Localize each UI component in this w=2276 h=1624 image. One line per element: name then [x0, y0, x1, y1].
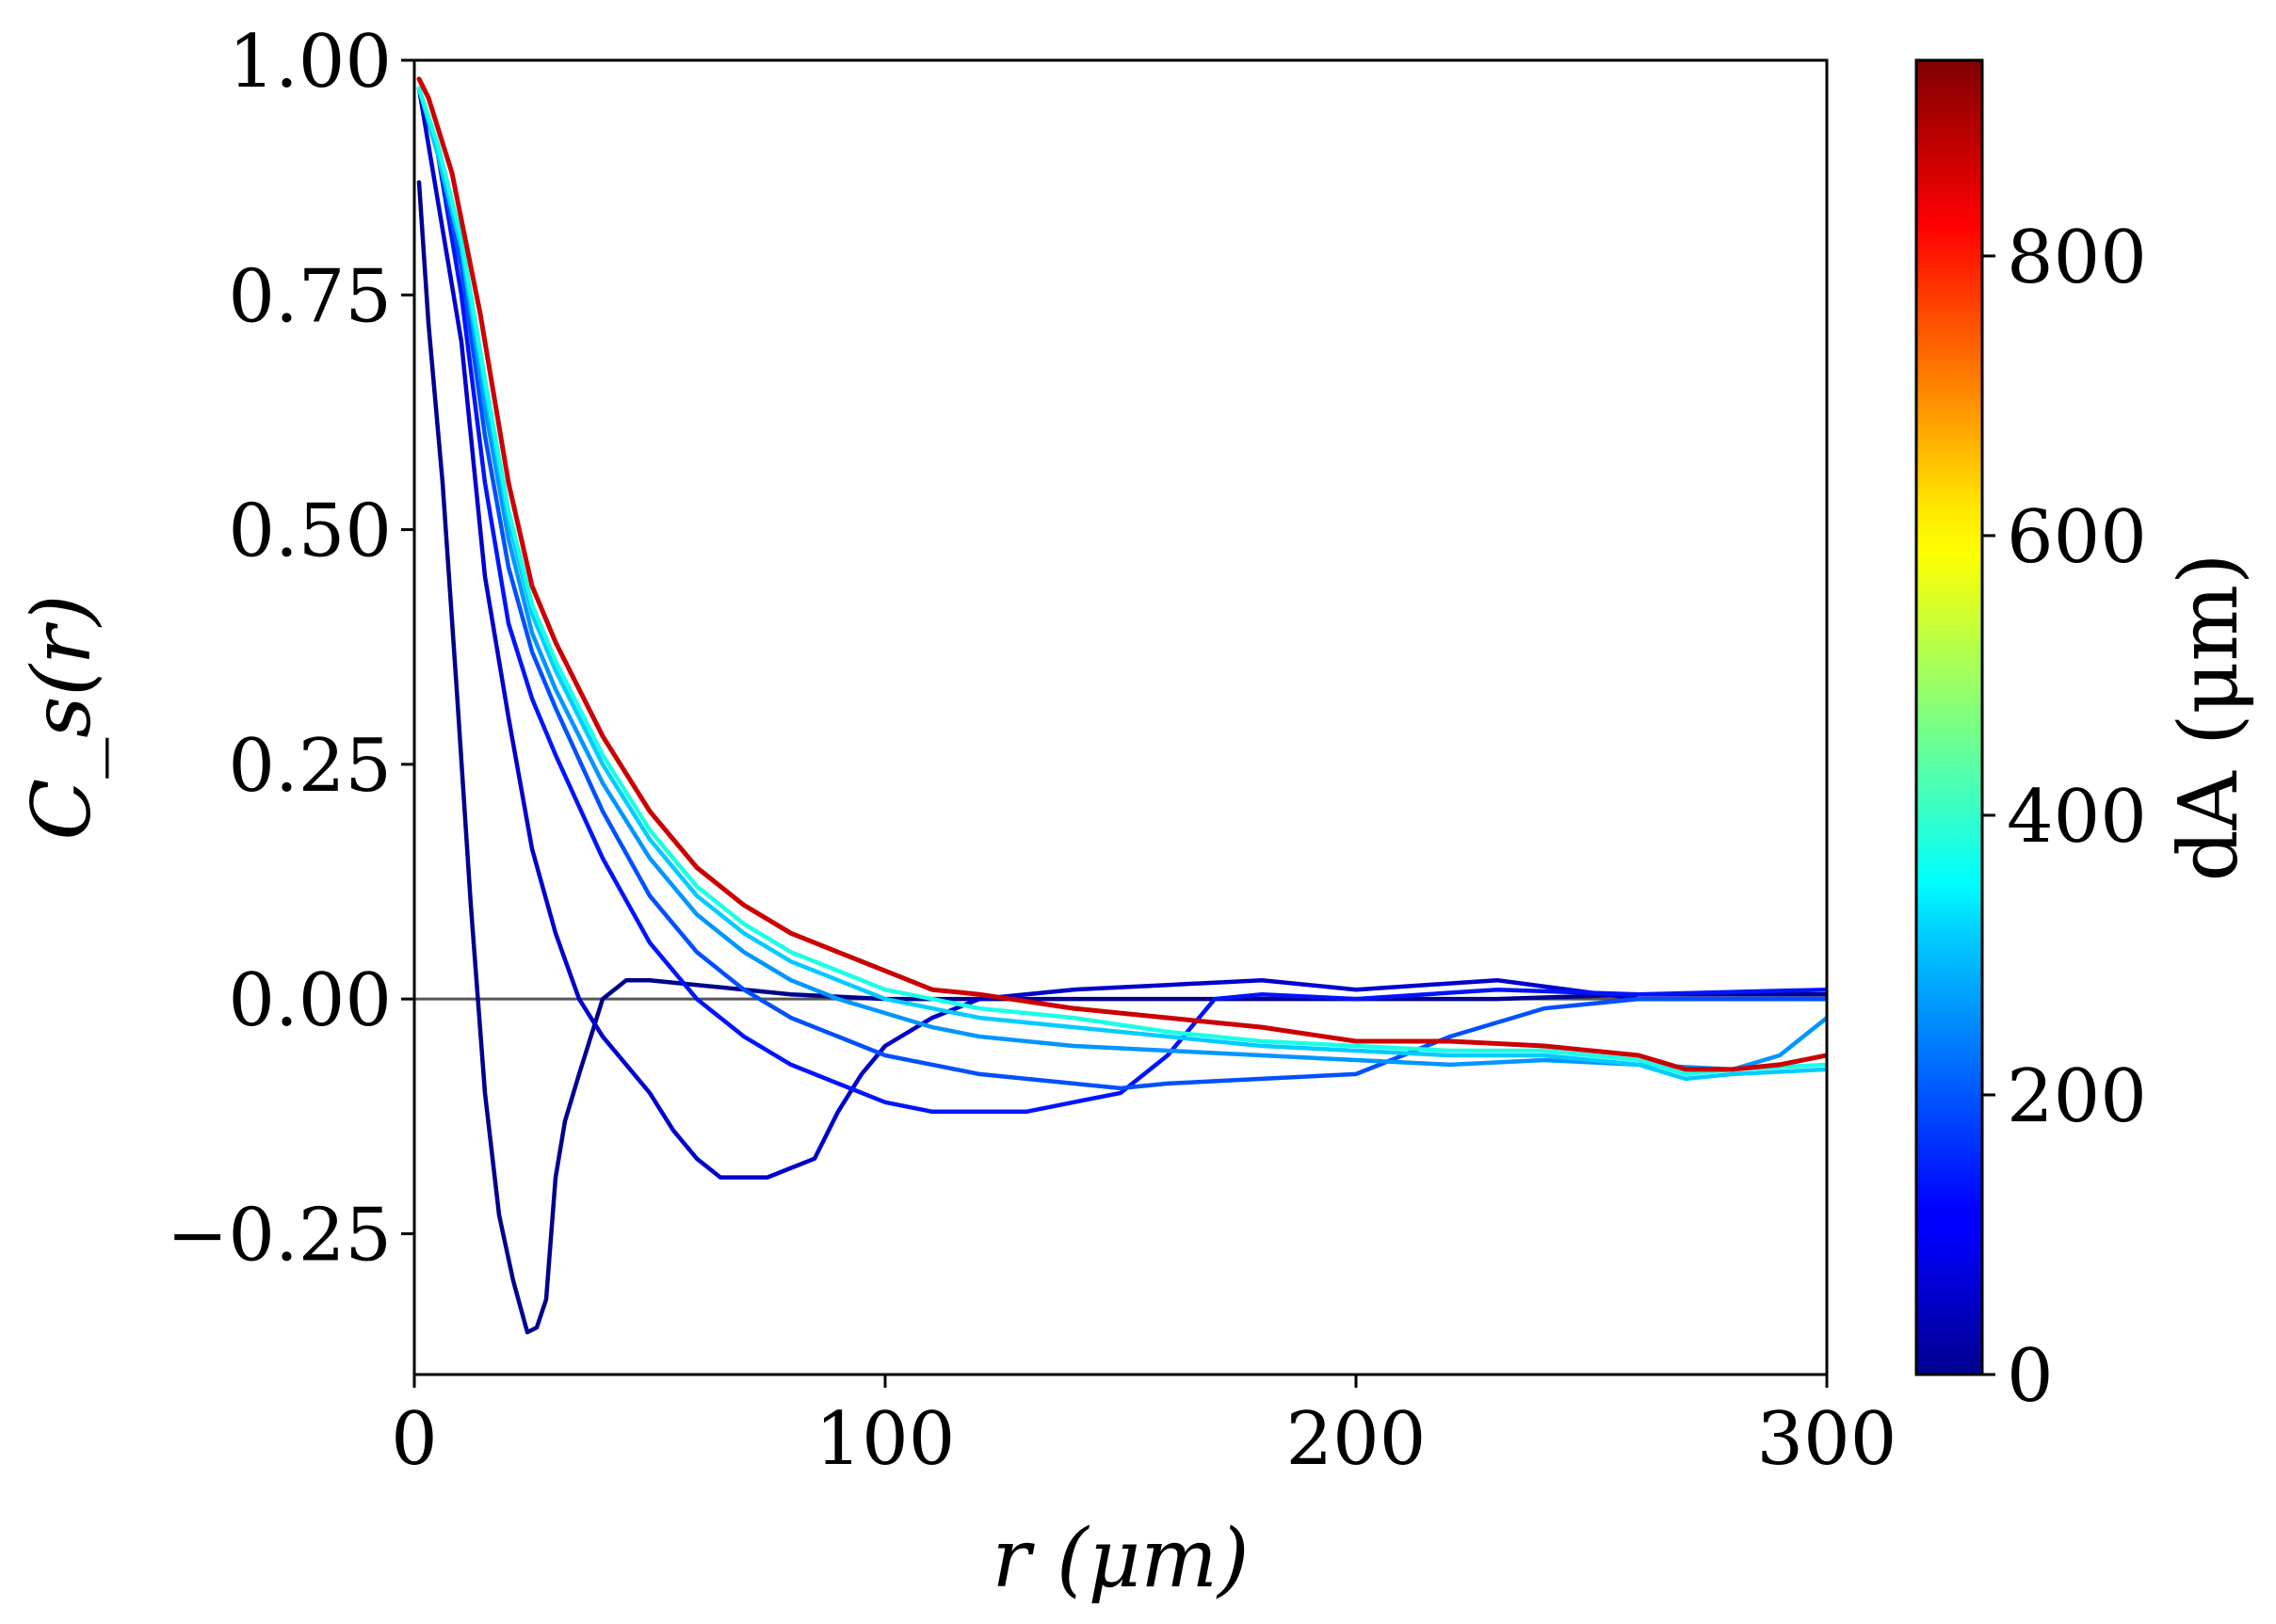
colorbar-tick-label: 0 [2007, 1334, 2054, 1419]
x-tick-label: 200 [1286, 1397, 1427, 1482]
colorbar-tick-label: 400 [2007, 775, 2147, 860]
series-line [416, 86, 1827, 1077]
y-tick-label: −0.25 [167, 1193, 392, 1278]
y-axis-label: C_s(r) [15, 594, 109, 840]
series-line [416, 86, 1827, 1115]
x-tick-label: 100 [815, 1397, 956, 1482]
colorbar-ticks: 0 200 400 600 800 [1982, 216, 2147, 1419]
y-tick-label: 0.50 [228, 490, 392, 574]
x-tick-label: 300 [1757, 1397, 1897, 1482]
y-axis: −0.25 0.00 0.25 0.50 0.75 1.00 [167, 20, 414, 1278]
y-tick-label: 0.25 [228, 724, 392, 809]
x-axis: 0 100 200 300 [391, 1375, 1897, 1482]
series-line [416, 86, 1827, 1072]
colorbar-label: dA (μm) [2162, 553, 2256, 881]
series-line [416, 86, 1827, 1082]
colorbar-tick-label: 800 [2007, 216, 2147, 300]
series-line [416, 76, 1827, 1072]
colorbar-gradient [1914, 58, 1984, 1376]
y-tick-label: 1.00 [228, 20, 392, 105]
x-tick-label: 0 [391, 1397, 438, 1482]
series-line [416, 86, 1827, 1180]
colorbar: 0 200 400 600 800 dA (μm) [1914, 58, 2256, 1419]
series-group [416, 76, 1827, 1335]
y-tick-label: 0.75 [228, 254, 392, 339]
colorbar-tick-label: 600 [2007, 495, 2147, 580]
plot-frame [412, 58, 1829, 1376]
plot-background [414, 60, 1827, 1375]
y-tick-label: 0.00 [228, 958, 392, 1043]
colorbar-tick-label: 200 [2007, 1054, 2147, 1139]
x-axis-label: r (μm) [993, 1512, 1250, 1606]
plot-area [412, 58, 1829, 1376]
